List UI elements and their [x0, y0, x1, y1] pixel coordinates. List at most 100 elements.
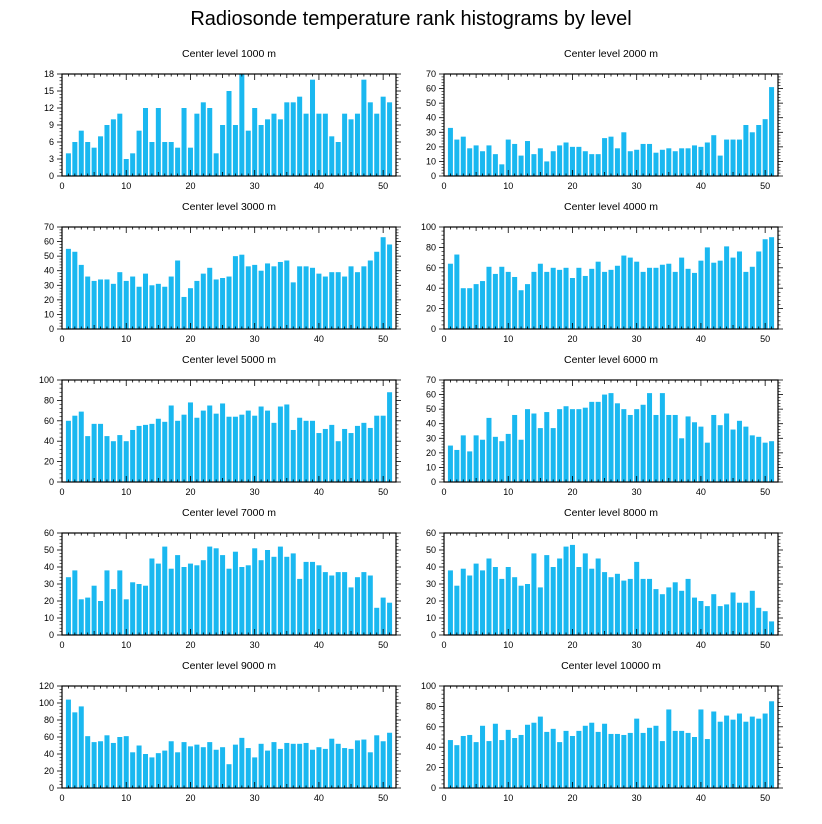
bar — [354, 740, 360, 788]
bar — [614, 403, 620, 482]
bar — [155, 418, 161, 482]
bar — [168, 741, 174, 788]
y-tick-label: 20 — [426, 596, 436, 606]
y-tick-label: 40 — [44, 436, 54, 446]
bar — [492, 723, 498, 788]
x-tick-label: 40 — [314, 793, 324, 803]
bar — [342, 113, 348, 176]
x-tick-label: 20 — [185, 793, 195, 803]
bar — [749, 590, 755, 635]
bar — [130, 752, 136, 788]
bar — [467, 734, 473, 788]
bar — [123, 159, 129, 176]
bar — [335, 441, 341, 482]
bar — [200, 273, 206, 329]
bar — [724, 413, 730, 482]
bar — [447, 445, 453, 482]
bar — [65, 248, 71, 329]
bar — [634, 261, 640, 329]
chart-panel: Center level 4000 m 0 10 20 30 40 50 0 20 40 60 80 1… — [421, 201, 783, 344]
bar — [692, 272, 698, 329]
bar — [634, 718, 640, 788]
bar — [194, 417, 200, 482]
chart-title: Center level 5000 m — [182, 354, 276, 366]
bar — [85, 142, 91, 176]
bar — [550, 428, 556, 482]
y-tick-label: 20 — [426, 448, 436, 458]
x-tick-label: 10 — [121, 334, 131, 344]
bar — [322, 748, 328, 788]
bar — [749, 266, 755, 329]
bar — [245, 130, 251, 176]
y-tick-label: 0 — [431, 171, 436, 181]
bar — [194, 744, 200, 788]
bar — [454, 585, 460, 635]
bar — [627, 578, 633, 635]
bar — [614, 733, 620, 788]
bar — [213, 548, 219, 635]
y-tick-label: 10 — [44, 613, 54, 623]
y-tick-label: 12 — [44, 103, 54, 113]
bar — [653, 267, 659, 329]
bar — [354, 272, 360, 329]
bar — [361, 572, 367, 635]
bar — [110, 119, 116, 176]
bar — [271, 556, 277, 635]
bar — [245, 266, 251, 329]
bar — [104, 125, 110, 176]
bar — [627, 257, 633, 329]
bar — [704, 442, 710, 482]
bar — [361, 739, 367, 788]
bar — [679, 730, 685, 788]
bar — [704, 142, 710, 176]
bar — [187, 402, 193, 482]
x-tick-label: 50 — [760, 181, 770, 191]
bar — [608, 269, 614, 329]
bar — [582, 275, 588, 329]
y-tick-label: 20 — [44, 766, 54, 776]
bar — [512, 577, 518, 635]
bar — [595, 558, 601, 635]
bar — [653, 152, 659, 176]
bar — [181, 414, 187, 482]
bar — [685, 148, 691, 176]
x-tick-label: 50 — [378, 487, 388, 497]
bar — [78, 264, 84, 329]
chart-title: Center level 9000 m — [182, 660, 276, 672]
bar — [310, 267, 316, 329]
bar — [711, 594, 717, 635]
bar — [576, 146, 582, 176]
y-tick-label: 60 — [426, 84, 436, 94]
bar — [367, 260, 373, 329]
bar — [65, 153, 71, 176]
bar — [361, 422, 367, 482]
bar — [666, 148, 672, 176]
bar — [743, 125, 749, 176]
bar — [653, 589, 659, 635]
y-tick-label: 0 — [49, 477, 54, 487]
bar — [480, 151, 486, 176]
bar — [226, 91, 232, 176]
bar — [531, 553, 537, 635]
bar — [245, 410, 251, 482]
bar — [207, 742, 213, 788]
bar — [454, 254, 460, 329]
bar — [589, 401, 595, 482]
bar — [297, 417, 303, 482]
bar — [602, 394, 608, 482]
bar — [756, 436, 762, 482]
bar — [265, 263, 271, 329]
y-tick-label: 80 — [44, 395, 54, 405]
y-tick-label: 20 — [426, 142, 436, 152]
bar — [473, 563, 479, 635]
bar — [749, 716, 755, 788]
bar — [91, 742, 97, 788]
bar — [724, 246, 730, 329]
bar — [647, 727, 653, 788]
bar — [447, 570, 453, 635]
bar — [447, 263, 453, 329]
bar — [85, 736, 91, 788]
bar — [499, 740, 505, 788]
y-tick-label: 100 — [421, 222, 436, 232]
x-tick-label: 0 — [59, 181, 64, 191]
